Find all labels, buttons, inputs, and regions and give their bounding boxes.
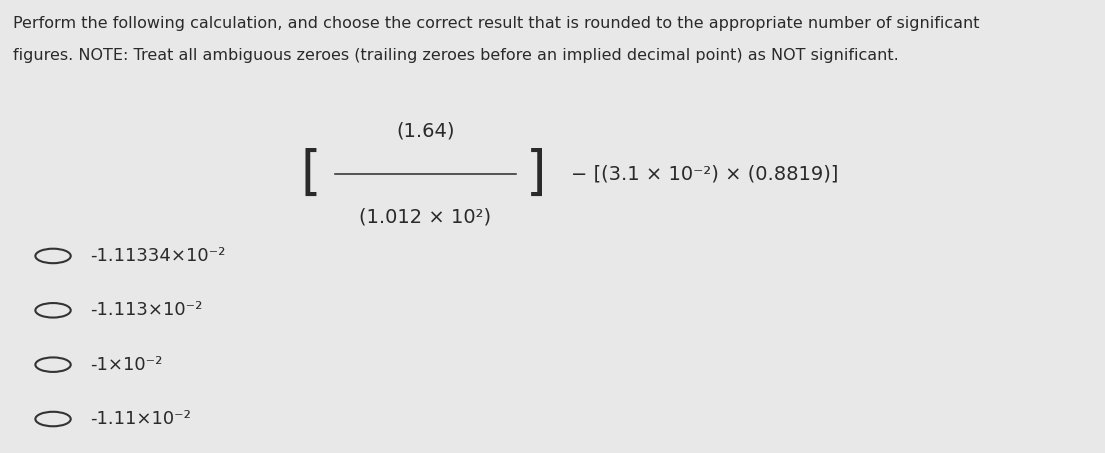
Text: (1.64): (1.64): [397, 122, 454, 141]
Text: -1.113×10⁻²: -1.113×10⁻²: [91, 301, 203, 319]
Text: (1.012 × 10²): (1.012 × 10²): [359, 208, 492, 227]
Text: figures. NOTE: Treat all ambiguous zeroes (trailing zeroes before an implied dec: figures. NOTE: Treat all ambiguous zeroe…: [13, 48, 899, 63]
Text: -1.11×10⁻²: -1.11×10⁻²: [91, 410, 191, 428]
Text: − [(3.1 × 10⁻²) × (0.8819)]: − [(3.1 × 10⁻²) × (0.8819)]: [571, 165, 839, 184]
Text: Perform the following calculation, and choose the correct result that is rounded: Perform the following calculation, and c…: [13, 16, 980, 31]
Text: [: [: [301, 149, 320, 200]
Text: -1×10⁻²: -1×10⁻²: [91, 356, 162, 374]
Text: -1.11334×10⁻²: -1.11334×10⁻²: [91, 247, 227, 265]
Text: ]: ]: [526, 149, 546, 200]
